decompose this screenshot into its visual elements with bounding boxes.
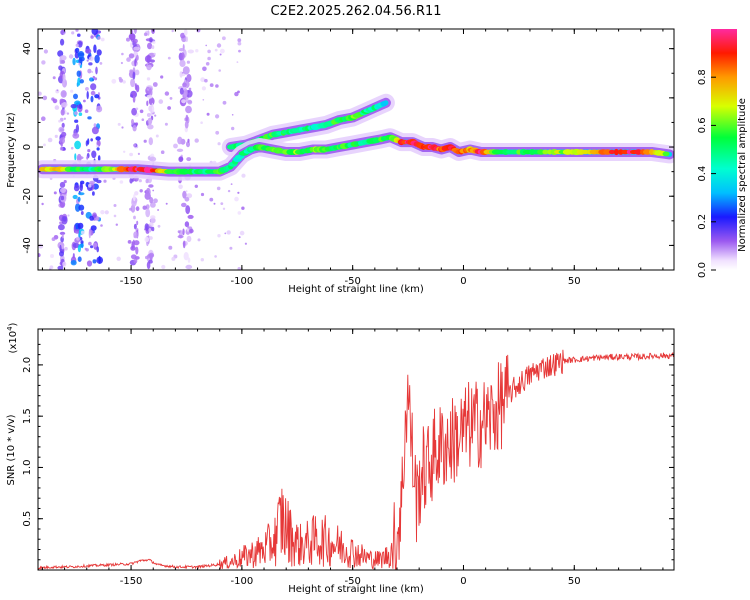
spectrogram-frame [37, 28, 675, 271]
colorbar: 0.0 0.2 0.4 0.6 0.8 Normalized spectral ampl… [697, 29, 748, 278]
spectral-band-0 [57, 29, 68, 270]
snr-x-tick-label: -100 [231, 576, 254, 587]
spectrogram-y-tick-label: 40 [22, 42, 33, 55]
colorbar-tick-label: 0.6 [697, 117, 708, 133]
snr-x-label: Height of straight line (km) [288, 584, 424, 595]
colorbar-tick-label: 0.2 [697, 214, 708, 230]
snr-background [38, 329, 674, 570]
snr-y-tick-label: 1.0 [22, 459, 33, 475]
snr-panel: -150 -100 -50 0 50 0.5 1.0 1.5 2.0 Height of st… [6, 322, 675, 595]
snr-frame [37, 328, 675, 571]
spectrogram-y-tick-label: 20 [22, 91, 33, 104]
spectrogram-y-label: Frequency (Hz) [6, 112, 17, 188]
spectrogram-x-tick-label: 0 [460, 276, 466, 287]
snr-y-tick-label: 2.0 [22, 357, 33, 373]
spectrogram-x-label: Height of straight line (km) [288, 284, 424, 295]
colorbar-gradient [711, 29, 737, 270]
snr-series-line [38, 349, 674, 570]
spectrogram-y-tick-label: 0 [22, 144, 33, 150]
figure-title: C2E2.2025.262.04.56.R11 [270, 4, 441, 19]
spectrogram-x-tick-label: -50 [345, 276, 361, 287]
snr-x-tick-label: 0 [460, 576, 466, 587]
spectrogram-x-tick-label: -100 [231, 276, 254, 287]
colorbar-tick-label: 0.4 [697, 166, 708, 182]
spectrogram-y-tick-label: -20 [22, 188, 33, 204]
spectrogram-x-tick-label: -150 [120, 276, 143, 287]
snr-multiplier: (x104) [6, 322, 19, 353]
snr-y-label: SNR (10 * v/v) [6, 414, 17, 485]
spectrogram-x-tick-label: 50 [568, 276, 581, 287]
snr-x-tick-label: -150 [120, 576, 143, 587]
colorbar-tick-label: 0.0 [697, 262, 708, 278]
colorbar-tick-label: 0.8 [697, 69, 708, 85]
snr-y-tick-label: 0.5 [22, 511, 33, 527]
spectral-band-4 [144, 29, 157, 270]
snr-x-tick-label: 50 [568, 576, 581, 587]
spectrogram-y-tick-label: -40 [22, 237, 33, 253]
colorbar-label: Normalized spectral amplitude [737, 98, 748, 252]
snr-x-tick-label: -50 [345, 576, 361, 587]
spectral-main-trace [38, 128, 674, 181]
spectrogram-panel: -150 -100 -50 0 50 -40 -20 0 20 40 Height of str… [6, 28, 675, 295]
snr-y-tick-label: 1.5 [22, 408, 33, 424]
